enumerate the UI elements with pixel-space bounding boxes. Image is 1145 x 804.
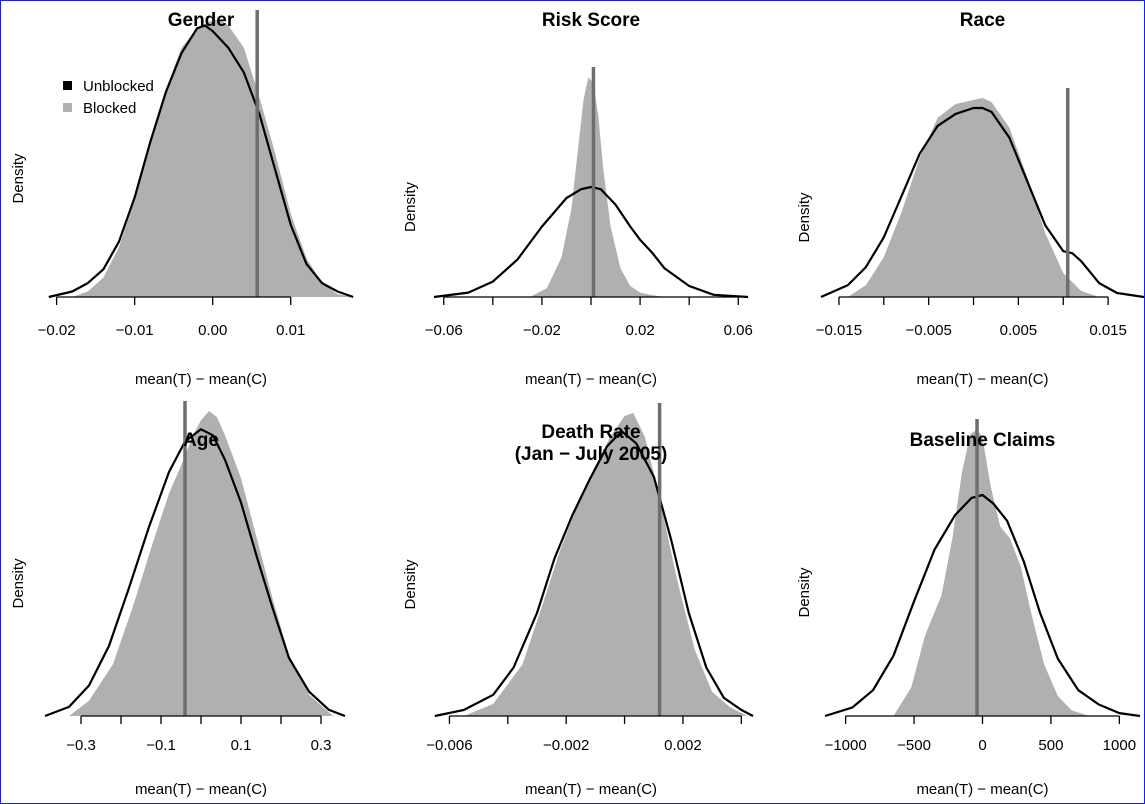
x-tick-label: 500 [1038, 737, 1063, 754]
x-tick-label: −0.02 [38, 322, 76, 339]
blocked-density-area [464, 413, 748, 716]
unblocked-density-line [44, 428, 346, 718]
y-axis-label: Density [402, 559, 419, 610]
x-axis-label: mean(T) − mean(C) [916, 371, 1048, 388]
panel-1: −0.02 −0.01 0.00 0.01 mean(T) − mean(C) Densi… [10, 10, 354, 388]
x-tick-label: 0.002 [664, 737, 702, 754]
unblocked-density-line [48, 24, 354, 299]
panel-title: Risk Score [542, 10, 640, 31]
x-tick-label: 0.02 [625, 322, 654, 339]
panel-4: −0.3 −0.1 0.1 0.3 mean(T) − mean(C) Density Ag… [10, 401, 346, 798]
x-axis-label: mean(T) − mean(C) [135, 781, 267, 798]
blocked-density-area [72, 20, 354, 297]
unblocked-density-line [434, 430, 754, 718]
x-tick-label: 1000 [1103, 737, 1136, 754]
y-axis-label: Density [10, 558, 27, 609]
x-axis-label: mean(T) − mean(C) [525, 371, 657, 388]
legend-label-unblocked: Unblocked [83, 78, 154, 95]
x-tick-label: −0.3 [66, 737, 96, 754]
x-tick-label: −1000 [825, 737, 867, 754]
blocked-density-area [847, 98, 1100, 297]
blocked-density-area [529, 77, 665, 297]
y-axis-label: Density [796, 567, 813, 618]
x-tick-label: −0.02 [523, 322, 561, 339]
x-tick-label: 0.1 [231, 737, 252, 754]
x-tick-label: 0.00 [198, 322, 227, 339]
panel-title: Baseline Claims [910, 430, 1056, 451]
x-tick-label: −0.015 [816, 322, 862, 339]
panel-title: Age [183, 430, 219, 451]
blocked-density-area [69, 411, 333, 716]
panel-3: −0.015 −0.005 0.005 0.015 mean(T) − mean(C) D… [796, 10, 1144, 388]
x-tick-label: 0.3 [311, 737, 332, 754]
x-tick-label: 0.005 [1000, 322, 1038, 339]
legend: Unblocked Blocked [63, 78, 154, 117]
blocked-density-area [893, 429, 1090, 716]
x-tick-label: −0.01 [116, 322, 154, 339]
legend-swatch-unblocked [63, 81, 72, 90]
x-axis-label: mean(T) − mean(C) [135, 371, 267, 388]
panel-title: Gender [168, 10, 235, 31]
unblocked-density-line [824, 493, 1141, 718]
legend-label-blocked: Blocked [83, 100, 136, 117]
x-tick-label: 0.06 [724, 322, 753, 339]
x-axis-label: mean(T) − mean(C) [525, 781, 657, 798]
panel-2: −0.06 −0.02 0.02 0.06 mean(T) − mean(C) Densi… [402, 10, 753, 388]
y-axis-label: Density [402, 181, 419, 232]
x-tick-label: 0 [978, 737, 986, 754]
x-tick-label: −0.002 [543, 737, 589, 754]
panel-5: −0.006 −0.002 0.002 mean(T) − mean(C) Densit… [402, 403, 754, 798]
x-tick-label: 0.01 [276, 322, 305, 339]
x-tick-label: −0.005 [906, 322, 952, 339]
x-tick-label: −0.006 [426, 737, 472, 754]
x-axis-label: mean(T) − mean(C) [916, 781, 1048, 798]
x-tick-label: −500 [897, 737, 931, 754]
panel-title: (Jan − July 2005) [515, 444, 668, 465]
panel-title: Race [960, 10, 1005, 31]
panel-title: Death Rate [541, 422, 640, 443]
legend-swatch-blocked [63, 103, 72, 112]
unblocked-density-line [820, 106, 1144, 299]
y-axis-label: Density [796, 192, 813, 243]
x-tick-label: −0.1 [146, 737, 176, 754]
y-axis-label: Density [10, 153, 27, 204]
panel-6: −1000 −500 0 500 1000 mean(T) − mean(C) Densit… [796, 419, 1141, 798]
x-tick-label: −0.06 [425, 322, 463, 339]
x-tick-label: 0.015 [1089, 322, 1127, 339]
unblocked-density-line [433, 185, 749, 299]
